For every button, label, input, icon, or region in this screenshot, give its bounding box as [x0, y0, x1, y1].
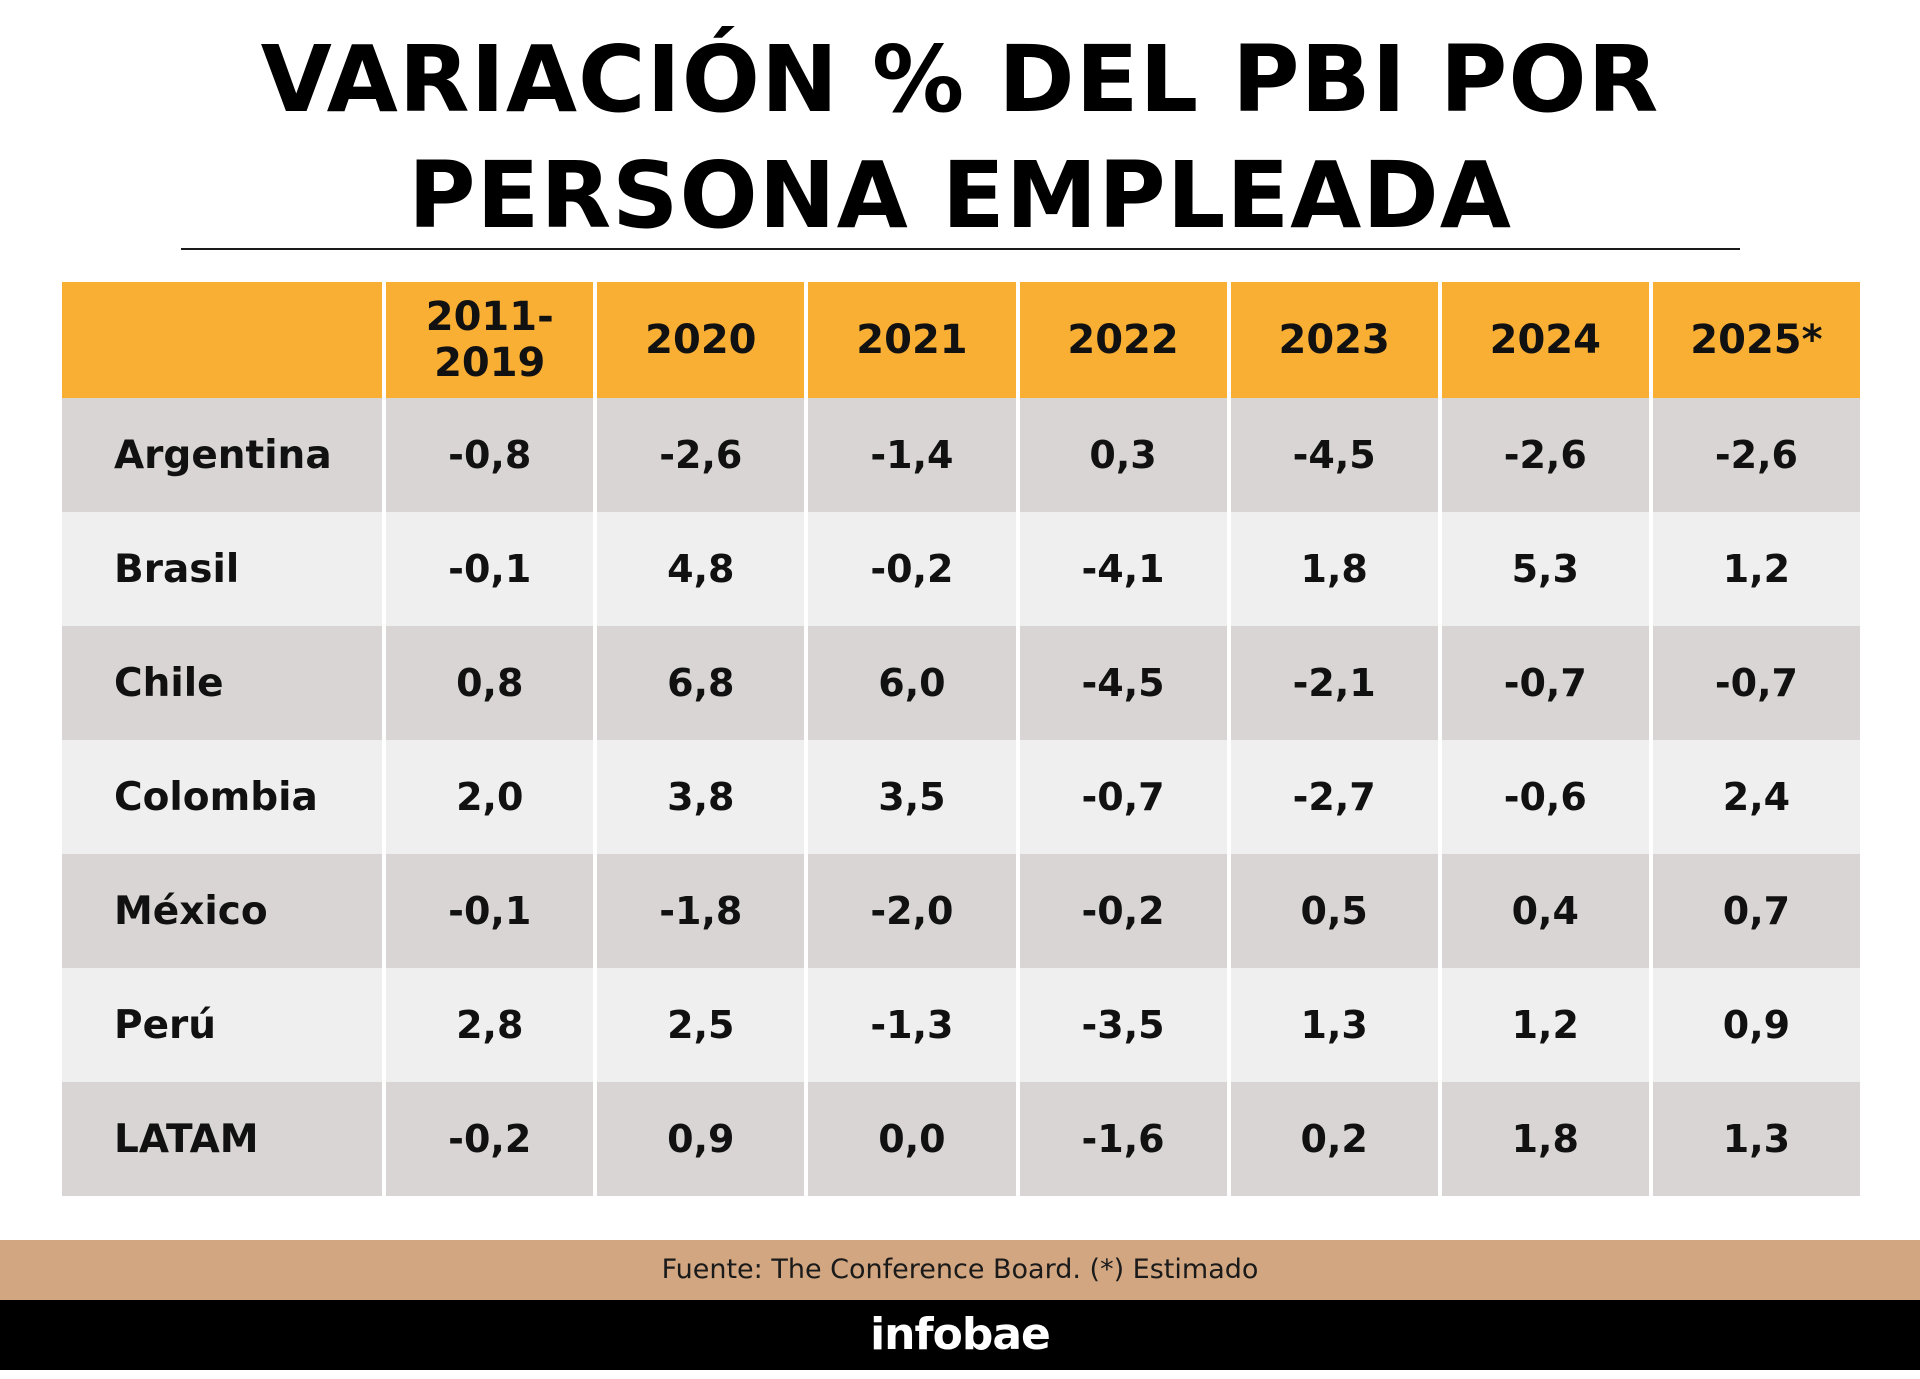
value-cell: -1,8 — [597, 854, 805, 968]
value-cell: -2,1 — [1230, 626, 1438, 740]
country-label: Argentina — [62, 398, 383, 512]
value-cell: -2,6 — [597, 398, 805, 512]
value-cell: 1,8 — [1441, 1082, 1649, 1196]
table-header-row: 2011- 2019 2020 2021 2022 2023 2024 2025* — [62, 282, 1860, 398]
value-cell: 2,4 — [1652, 740, 1860, 854]
brand-bar: infobae — [0, 1300, 1920, 1370]
value-cell: 5,3 — [1441, 512, 1649, 626]
value-cell: -0,6 — [1441, 740, 1649, 854]
header-label: 2022 — [1067, 317, 1179, 363]
table-row: Perú 2,8 2,5 -1,3 -3,5 1,3 1,2 0,9 — [62, 968, 1860, 1082]
value-cell: -2,7 — [1230, 740, 1438, 854]
value-cell: -1,3 — [808, 968, 1016, 1082]
value-cell: -0,2 — [808, 512, 1016, 626]
data-table: 2011- 2019 2020 2021 2022 2023 2024 2025* Argen… — [58, 282, 1864, 1196]
table-row: Colombia 2,0 3,8 3,5 -0,7 -2,7 -0,6 2,4 — [62, 740, 1860, 854]
value-cell: -2,6 — [1441, 398, 1649, 512]
header-label: 2021 — [856, 317, 968, 363]
value-cell: 1,3 — [1230, 968, 1438, 1082]
table-row: Brasil -0,1 4,8 -0,2 -4,1 1,8 5,3 1,2 — [62, 512, 1860, 626]
value-cell: 2,0 — [386, 740, 594, 854]
value-cell: -0,2 — [1019, 854, 1227, 968]
value-cell: -4,1 — [1019, 512, 1227, 626]
country-label: Brasil — [62, 512, 383, 626]
value-cell: -0,1 — [386, 512, 594, 626]
value-cell: 1,2 — [1441, 968, 1649, 1082]
value-cell: 0,9 — [597, 1082, 805, 1196]
header-cell-year: 2025* — [1652, 282, 1860, 398]
value-cell: 1,3 — [1652, 1082, 1860, 1196]
value-cell: 1,2 — [1652, 512, 1860, 626]
value-cell: 3,5 — [808, 740, 1016, 854]
header-label: 2025* — [1690, 317, 1823, 363]
header-cell-year: 2024 — [1441, 282, 1649, 398]
table-row: México -0,1 -1,8 -2,0 -0,2 0,5 0,4 0,7 — [62, 854, 1860, 968]
value-cell: 1,8 — [1230, 512, 1438, 626]
brand-logo: infobae — [870, 1309, 1051, 1360]
value-cell: 0,7 — [1652, 854, 1860, 968]
country-label: Chile — [62, 626, 383, 740]
value-cell: 2,8 — [386, 968, 594, 1082]
value-cell: 2,5 — [597, 968, 805, 1082]
table-row: Argentina -0,8 -2,6 -1,4 0,3 -4,5 -2,6 -2,6 — [62, 398, 1860, 512]
title-divider — [181, 248, 1740, 250]
value-cell: -1,6 — [1019, 1082, 1227, 1196]
value-cell: 4,8 — [597, 512, 805, 626]
value-cell: -4,5 — [1019, 626, 1227, 740]
value-cell: 3,8 — [597, 740, 805, 854]
header-cell-year: 2011- 2019 — [386, 282, 594, 398]
chart-title: VARIACIÓN % DEL PBI POR PERSONA EMPLEADA — [0, 22, 1920, 254]
value-cell: -0,7 — [1441, 626, 1649, 740]
value-cell: 0,0 — [808, 1082, 1016, 1196]
value-cell: 0,8 — [386, 626, 594, 740]
header-label: 2024 — [1489, 317, 1601, 363]
source-note: Fuente: The Conference Board. (*) Estima… — [661, 1254, 1259, 1285]
table-body: Argentina -0,8 -2,6 -1,4 0,3 -4,5 -2,6 -2,6 Bras… — [62, 398, 1860, 1196]
country-label: México — [62, 854, 383, 968]
value-cell: 0,5 — [1230, 854, 1438, 968]
value-cell: -0,2 — [386, 1082, 594, 1196]
value-cell: 6,0 — [808, 626, 1016, 740]
header-cell-year: 2023 — [1230, 282, 1438, 398]
header-cell-year: 2020 — [597, 282, 805, 398]
header-label: 2019 — [434, 340, 546, 386]
table-row: LATAM -0,2 0,9 0,0 -1,6 0,2 1,8 1,3 — [62, 1082, 1860, 1196]
value-cell: 6,8 — [597, 626, 805, 740]
value-cell: -0,7 — [1019, 740, 1227, 854]
source-bar: Fuente: The Conference Board. (*) Estima… — [0, 1240, 1920, 1300]
header-label: 2023 — [1278, 317, 1390, 363]
header-cell-year: 2022 — [1019, 282, 1227, 398]
header-label: 2011- — [425, 294, 554, 340]
value-cell: 0,3 — [1019, 398, 1227, 512]
value-cell: -0,1 — [386, 854, 594, 968]
header-label: 2020 — [645, 317, 757, 363]
chart-title-line-1: VARIACIÓN % DEL PBI POR — [260, 26, 1660, 133]
value-cell: -0,7 — [1652, 626, 1860, 740]
chart-title-line-2: PERSONA EMPLEADA — [408, 142, 1512, 249]
header-cell-country — [62, 282, 383, 398]
value-cell: -1,4 — [808, 398, 1016, 512]
value-cell: -3,5 — [1019, 968, 1227, 1082]
value-cell: 0,4 — [1441, 854, 1649, 968]
value-cell: 0,9 — [1652, 968, 1860, 1082]
value-cell: -4,5 — [1230, 398, 1438, 512]
country-label: LATAM — [62, 1082, 383, 1196]
value-cell: -2,0 — [808, 854, 1016, 968]
value-cell: -0,8 — [386, 398, 594, 512]
table-row: Chile 0,8 6,8 6,0 -4,5 -2,1 -0,7 -0,7 — [62, 626, 1860, 740]
country-label: Colombia — [62, 740, 383, 854]
header-cell-year: 2021 — [808, 282, 1016, 398]
country-label: Perú — [62, 968, 383, 1082]
value-cell: 0,2 — [1230, 1082, 1438, 1196]
data-table-container: 2011- 2019 2020 2021 2022 2023 2024 2025* Argen… — [62, 282, 1860, 1196]
value-cell: -2,6 — [1652, 398, 1860, 512]
